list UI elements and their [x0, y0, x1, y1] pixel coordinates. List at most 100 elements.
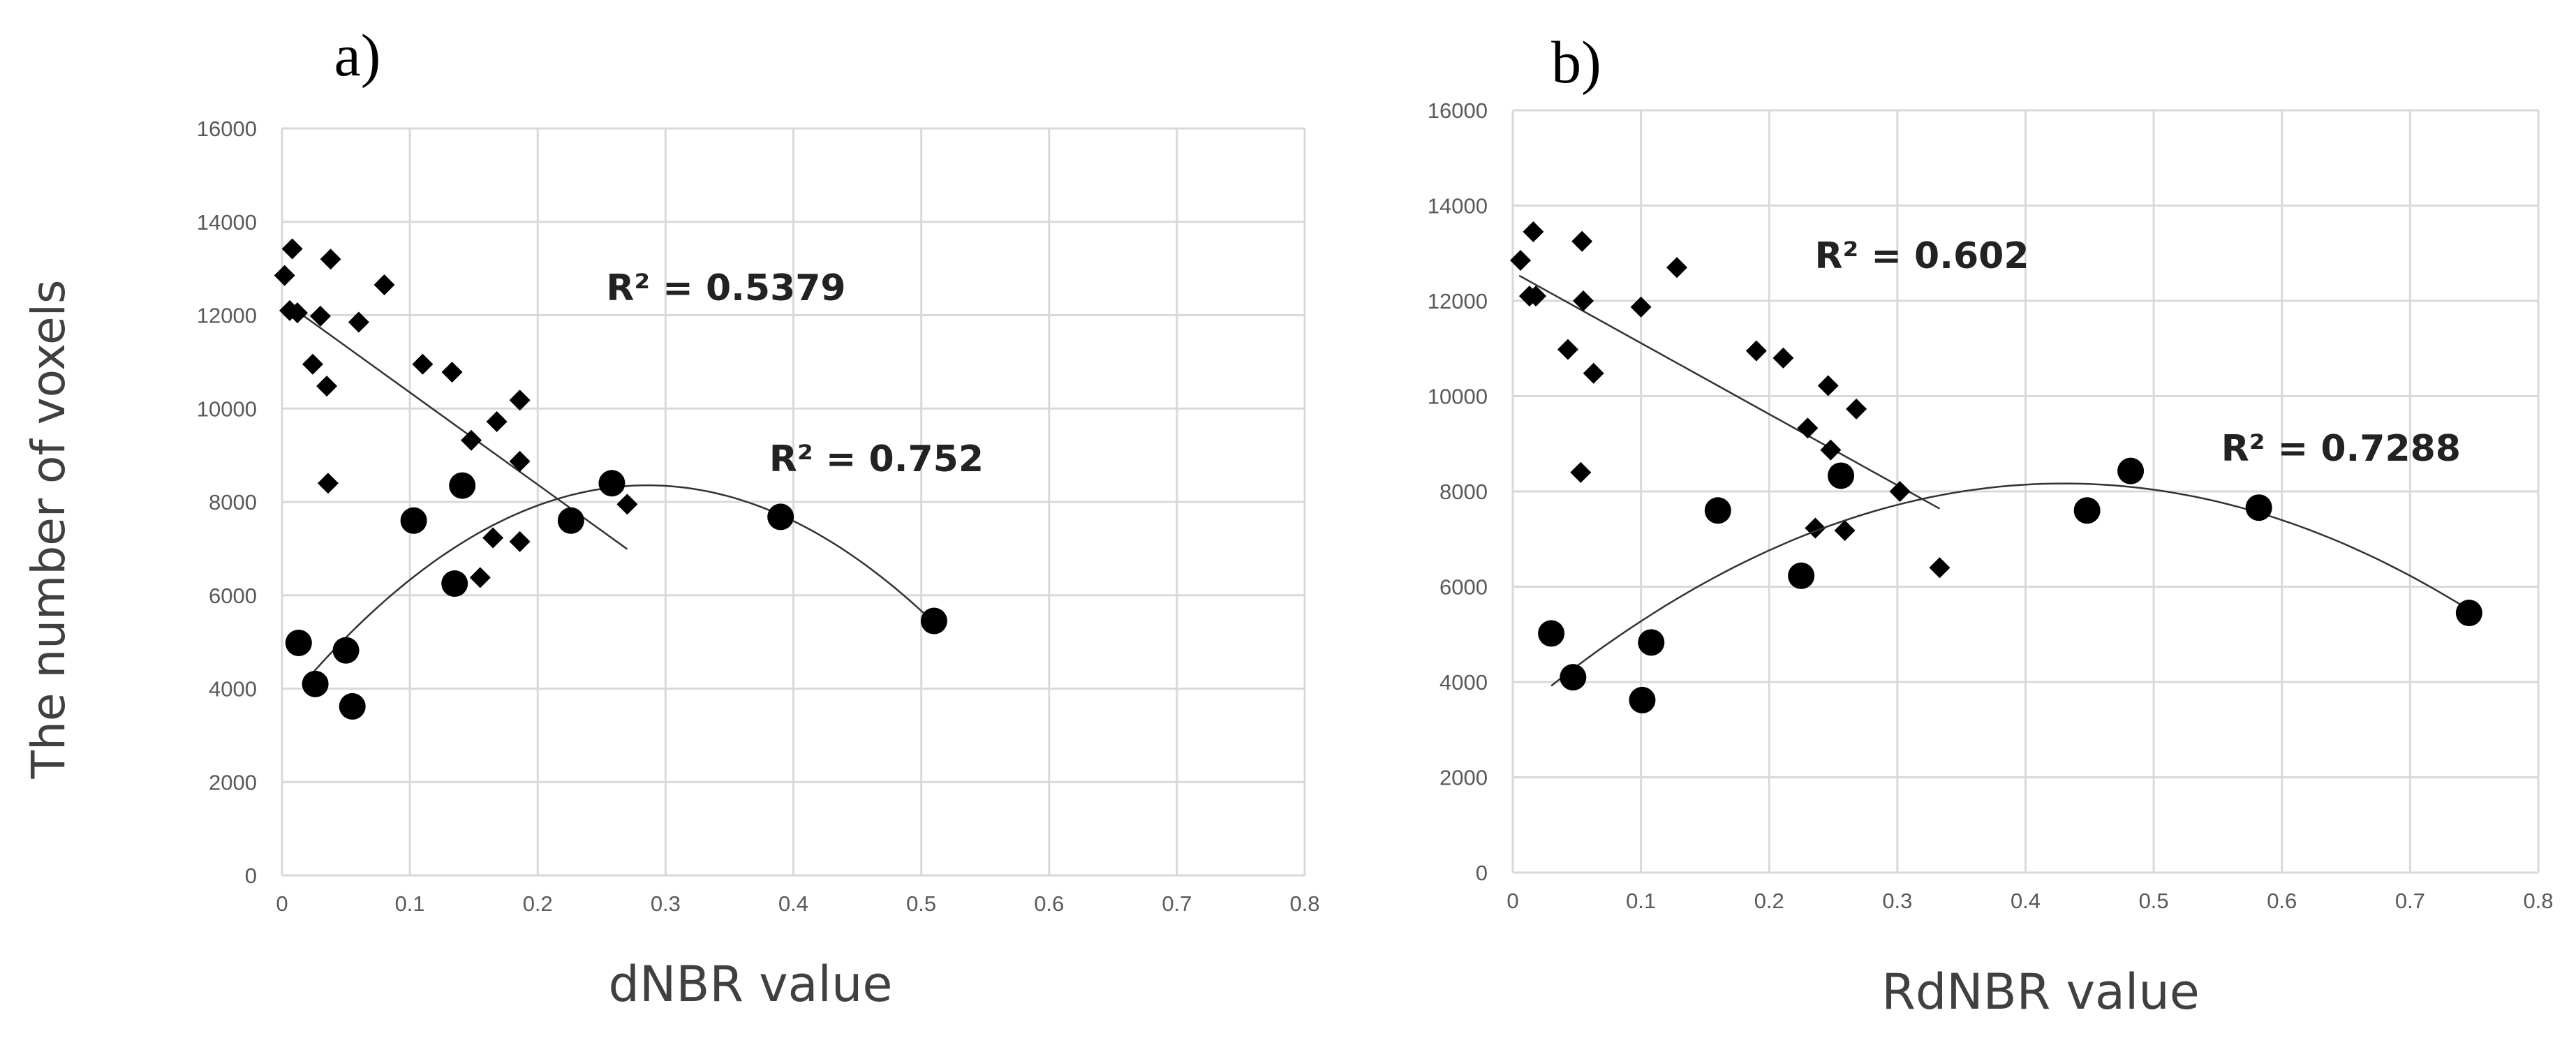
- diamond-point: [286, 302, 308, 324]
- circle-point: [2245, 494, 2272, 521]
- circle-point: [557, 507, 584, 534]
- circle-point: [1560, 664, 1587, 691]
- polynomial-trendline: [1550, 482, 2470, 687]
- circle-point: [1828, 462, 1855, 489]
- x-tick-label: 0: [1507, 889, 1518, 913]
- x-tick-label: 0.8: [1289, 891, 1319, 916]
- circle-point: [332, 637, 360, 664]
- chart-panel-b: b) 0 2000 4000 6000 8000 10000 12000 14000 16000 0…: [1428, 29, 2554, 1021]
- y-tick-label: 6000: [209, 584, 257, 608]
- diamond-point: [469, 567, 491, 588]
- y-tick-label: 14000: [197, 210, 257, 235]
- diamond-point: [1820, 439, 1842, 461]
- y-tick-label: 10000: [197, 396, 257, 421]
- diamond-point: [302, 353, 323, 375]
- diamond-point: [1570, 461, 1592, 483]
- circle-point: [449, 472, 476, 499]
- y-tick-label: 14000: [1428, 194, 1488, 218]
- circle-point: [2117, 457, 2145, 484]
- x-tick-label: 0.7: [1162, 891, 1192, 916]
- diamond-point: [1834, 519, 1856, 541]
- panel-label: a): [334, 22, 381, 89]
- x-tick-label: 0.1: [395, 891, 425, 916]
- r-squared-label: R² = 0.752: [769, 438, 984, 480]
- circle-point: [1788, 562, 1815, 589]
- diamond-point: [1572, 290, 1594, 311]
- chart-panel-a: a) 0 2000 4000 6000 8000 10000 12000 14000 16000 0…: [197, 22, 1320, 1013]
- circle-point: [339, 692, 366, 720]
- r-squared-label: R² = 0.602: [1814, 235, 2029, 277]
- y-tick-label: 4000: [209, 677, 257, 702]
- diamond-point: [1797, 417, 1819, 439]
- diamond-point: [486, 410, 508, 432]
- diamond-series: [274, 238, 638, 588]
- y-tick-label: 12000: [197, 304, 257, 328]
- y-tick-label: 10000: [1428, 385, 1488, 409]
- y-tick-label: 16000: [1428, 98, 1488, 123]
- diamond-point: [1929, 557, 1950, 579]
- x-tick-label: 0.2: [1754, 889, 1784, 913]
- diamond-point: [1666, 257, 1688, 279]
- x-tick-label: 0.6: [1034, 891, 1064, 916]
- x-tick-label: 0.5: [2139, 889, 2169, 913]
- diamond-point: [1772, 347, 1794, 369]
- y-tick-label: 0: [245, 864, 257, 888]
- x-tick-label: 0.4: [778, 891, 808, 916]
- diamond-point: [1846, 398, 1867, 420]
- diamond-point: [1745, 340, 1767, 362]
- r-squared-label: R² = 0.5379: [606, 267, 845, 309]
- circle-point: [2455, 600, 2482, 627]
- x-tick-label: 0.3: [1882, 889, 1912, 913]
- y-axis-label: The number of voxels: [22, 280, 75, 780]
- y-tick-label: 6000: [1439, 575, 1488, 600]
- diamond-point: [1583, 362, 1604, 384]
- diamond-point: [482, 527, 504, 549]
- panel-label: b): [1551, 29, 1601, 96]
- circle-point: [598, 470, 626, 497]
- y-tick-label: 8000: [209, 490, 257, 514]
- circle-point: [441, 570, 468, 598]
- y-tick-label: 4000: [1439, 670, 1488, 695]
- circle-point: [1704, 497, 1731, 524]
- diamond-point: [373, 274, 395, 296]
- x-tick-label: 0: [276, 891, 288, 916]
- diamond-point: [309, 305, 331, 327]
- x-tick-label: 0.4: [2011, 889, 2041, 913]
- diamond-point: [1510, 249, 1532, 271]
- y-tick-label: 16000: [197, 117, 257, 141]
- diamond-point: [412, 353, 434, 375]
- diamond-point: [509, 450, 531, 472]
- circle-point: [285, 629, 312, 656]
- diamond-point: [1889, 481, 1911, 502]
- r-squared-label: R² = 0.7288: [2221, 428, 2461, 470]
- y-tick-label: 2000: [209, 770, 257, 794]
- diamond-point: [1630, 296, 1652, 318]
- circle-point: [1538, 620, 1565, 647]
- x-tick-label: 0.6: [2267, 889, 2297, 913]
- diamond-point: [1523, 221, 1544, 243]
- x-tick-label: 0.1: [1626, 889, 1656, 913]
- y-tick-label: 0: [1476, 861, 1488, 885]
- diamond-point: [441, 362, 463, 383]
- circle-point: [1629, 686, 1656, 713]
- y-tick-label: 12000: [1428, 289, 1488, 313]
- circle-point: [302, 670, 329, 697]
- y-tick-label: 8000: [1439, 480, 1488, 504]
- circle-point: [400, 507, 427, 534]
- diamond-point: [320, 249, 341, 270]
- circle-series: [285, 470, 947, 720]
- diamond-point: [1817, 375, 1839, 396]
- circle-point: [920, 607, 947, 635]
- diamond-point: [1571, 230, 1593, 252]
- diamond-point: [348, 311, 369, 333]
- diamond-point: [461, 429, 482, 451]
- x-tick-label: 0.3: [651, 891, 681, 916]
- x-axis-label: RdNBR value: [1881, 963, 2200, 1021]
- circle-point: [2073, 497, 2101, 524]
- diamond-point: [1557, 339, 1578, 360]
- x-tick-label: 0.2: [523, 891, 553, 916]
- x-tick-label: 0.8: [2523, 889, 2553, 913]
- diamond-point: [281, 238, 303, 260]
- diamond-series: [1510, 221, 1950, 579]
